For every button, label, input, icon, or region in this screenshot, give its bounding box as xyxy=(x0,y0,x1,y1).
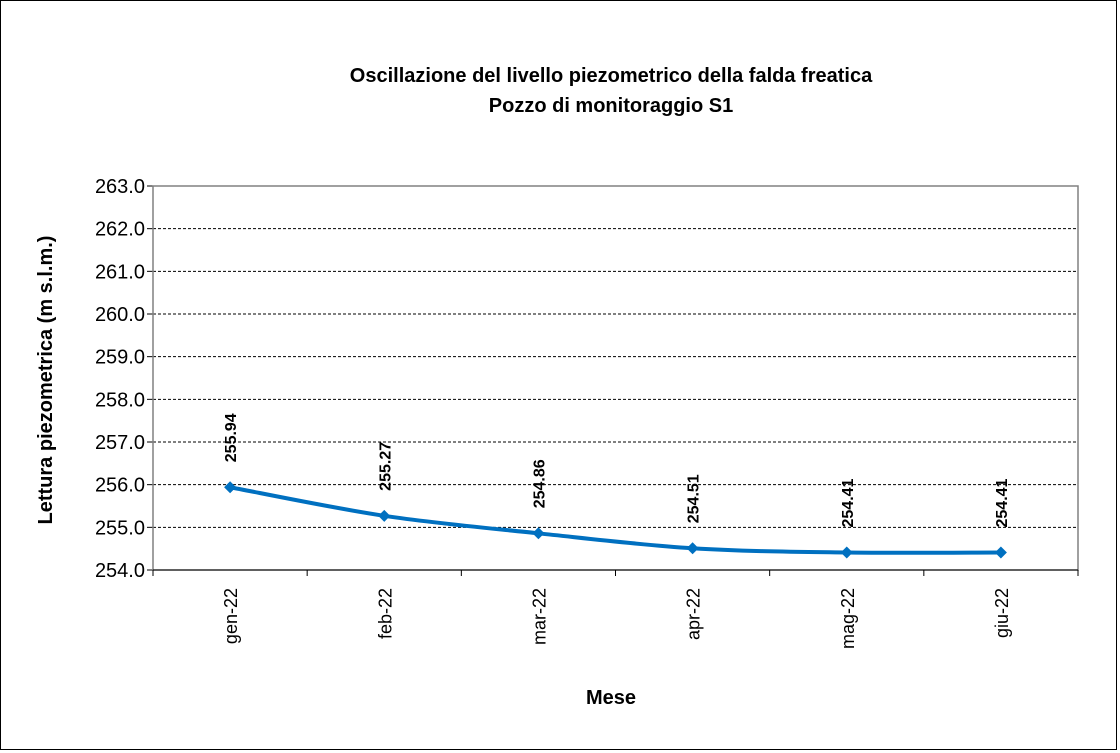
data-label: 254.41 xyxy=(994,478,1011,527)
x-tick-label: gen-22 xyxy=(221,588,241,644)
data-label: 254.51 xyxy=(686,474,703,523)
x-tick-label: mar-22 xyxy=(529,588,549,645)
y-tick-label: 258.0 xyxy=(95,389,145,411)
y-tick-label: 256.0 xyxy=(95,475,145,497)
marker xyxy=(378,509,391,522)
y-tick-label: 254.0 xyxy=(95,560,145,582)
y-tick-label: 257.0 xyxy=(95,432,145,454)
series-line xyxy=(229,485,1001,555)
x-axis-title: Mese xyxy=(586,687,636,709)
y-tick-label: 255.0 xyxy=(95,517,145,539)
x-tick-label: giu-22 xyxy=(992,588,1012,638)
x-tick-label: apr-22 xyxy=(684,588,704,640)
marker xyxy=(840,546,853,559)
chart-title: Oscillazione del livello piezometrico de… xyxy=(350,65,873,87)
y-tick-label: 259.0 xyxy=(95,347,145,369)
y-tick-label: 262.0 xyxy=(95,219,145,241)
y-axis-title: Lettura piezometrica (m s.l.m.) xyxy=(35,236,57,525)
x-tick-label: feb-22 xyxy=(375,588,395,639)
marker xyxy=(224,481,237,494)
data-label: 254.86 xyxy=(531,459,548,508)
marker xyxy=(686,542,699,555)
y-tick-label: 261.0 xyxy=(95,261,145,283)
y-tick-label: 260.0 xyxy=(95,304,145,326)
y-tick-label: 263.0 xyxy=(95,176,145,198)
marker xyxy=(994,546,1007,559)
data-label: 255.94 xyxy=(223,413,240,462)
data-label: 255.27 xyxy=(377,442,394,491)
x-tick-label: mag-22 xyxy=(838,588,858,649)
data-label: 254.41 xyxy=(840,478,857,527)
chart-subtitle: Pozzo di monitoraggio S1 xyxy=(489,95,733,117)
marker xyxy=(532,527,545,540)
